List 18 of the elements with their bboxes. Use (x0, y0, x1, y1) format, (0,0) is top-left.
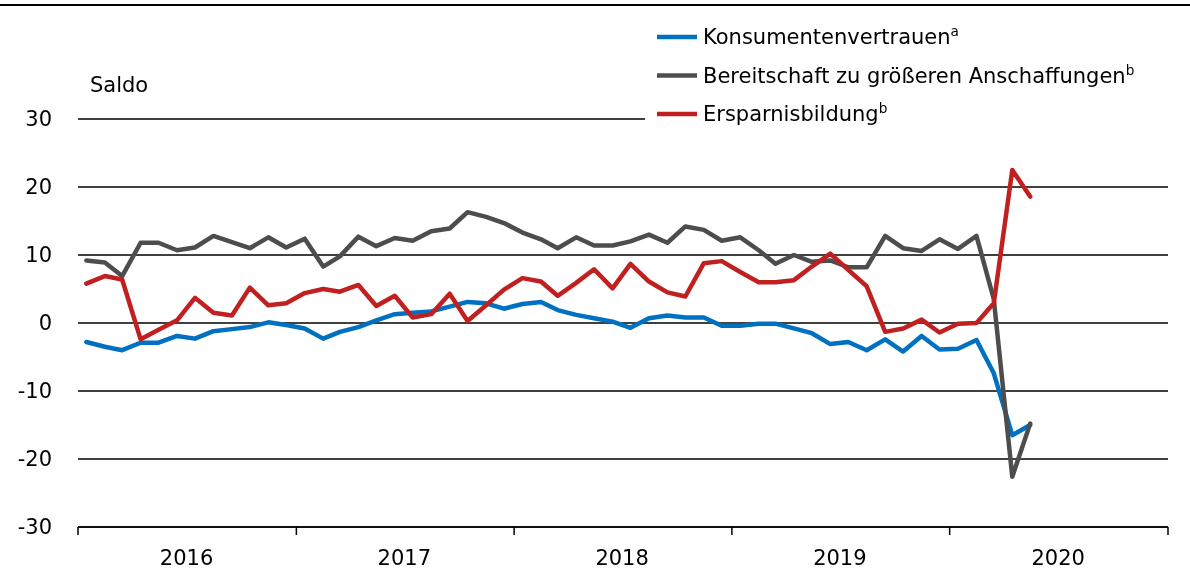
y-tick-label: 0 (38, 311, 52, 336)
y-axis-title: Saldo (90, 73, 149, 97)
y-tick-label: 20 (25, 175, 52, 200)
x-tick-label: 2020 (1031, 546, 1085, 570)
y-tick-label: 30 (25, 107, 52, 132)
legend-label: Ersparnisbildung$^{b}$ (703, 100, 888, 127)
x-tick-label: 2017 (377, 546, 432, 570)
x-tick-label: 2019 (813, 546, 867, 570)
y-tick-label: -30 (17, 515, 52, 540)
legend-label: Konsumentenvertrauen$^{a}$ (703, 23, 959, 50)
x-tick-label: 2016 (159, 546, 214, 570)
y-tick-label: -20 (17, 447, 52, 472)
x-tick-label: 2018 (595, 546, 649, 570)
line-series (84, 209, 1033, 479)
y-tick-label: -10 (17, 379, 52, 404)
legend-label: Bereitschaft zu größeren Anschaffungen$^{b}$ (703, 61, 1135, 88)
line-series (84, 167, 1033, 342)
y-tick-label: 10 (25, 243, 52, 268)
